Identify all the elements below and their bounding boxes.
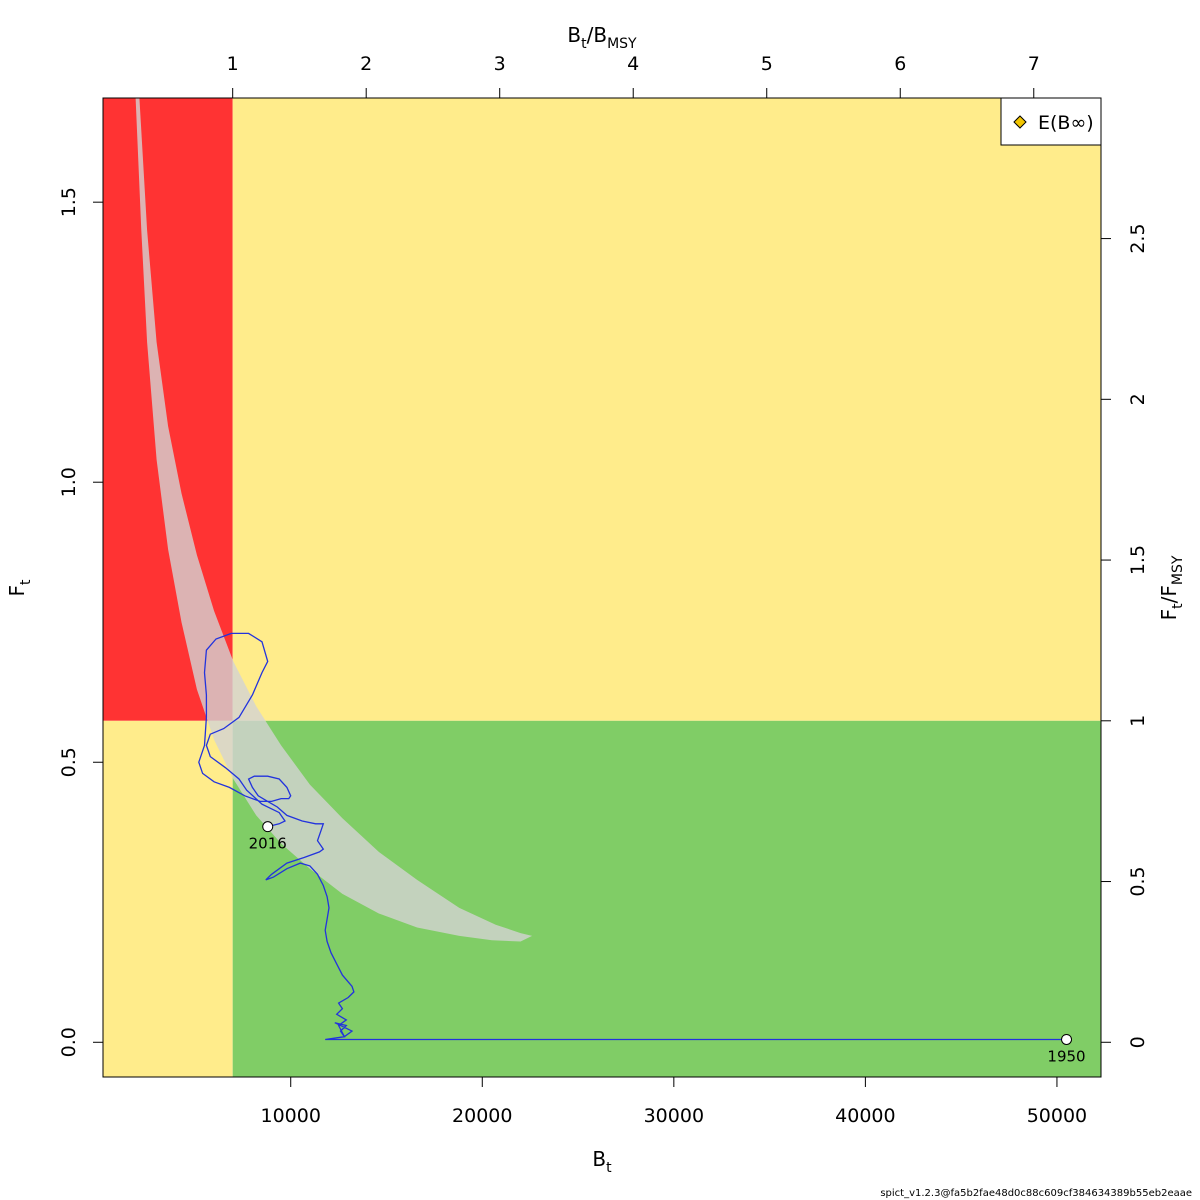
- x-tick-label: 10000: [260, 1105, 320, 1127]
- top-tick-label: 4: [627, 53, 639, 75]
- legend: E(B∞): [1000, 97, 1102, 146]
- right-axis-title: Ft/FMSY: [1157, 555, 1186, 620]
- y-axis-title: Ft: [5, 579, 34, 597]
- confidence-region: [135, 98, 533, 942]
- x-tick-label: 50000: [1027, 1105, 1087, 1127]
- top-tick-label: 1: [227, 53, 239, 75]
- version-footer: spict_v1.2.3@fa5b2fae48d0c88c609cf384634…: [880, 1188, 1192, 1199]
- plot-frame: [102, 97, 1102, 1078]
- right-tick-label: 1: [1127, 715, 1149, 727]
- y-tick-label: 1.0: [58, 467, 80, 497]
- top-tick-label: 5: [761, 53, 773, 75]
- year-label-2016: 2016: [249, 835, 287, 853]
- year-point-1950: [1061, 1033, 1073, 1045]
- top-tick-label: 7: [1028, 53, 1040, 75]
- legend-diamond-icon: [1013, 115, 1027, 129]
- x-tick-label: 20000: [452, 1105, 512, 1127]
- right-tick-label: 1.5: [1127, 545, 1149, 575]
- y-tick-label: 1.5: [58, 187, 80, 217]
- zone-yellow-bottom: [103, 720, 233, 1077]
- right-tick-label: 0.5: [1127, 866, 1149, 896]
- zone-yellow-top: [232, 98, 1101, 721]
- legend-entry-label: E(B∞): [1038, 112, 1094, 134]
- top-tick-label: 3: [494, 53, 506, 75]
- biomass-fishing-trajectory: [198, 632, 1067, 1041]
- y-tick-label: 0.0: [58, 1027, 80, 1057]
- x-tick-label: 40000: [835, 1105, 895, 1127]
- top-tick-label: 2: [360, 53, 372, 75]
- right-tick-label: 2.5: [1127, 223, 1149, 253]
- top-tick-label: 6: [894, 53, 906, 75]
- year-label-1950: 1950: [1047, 1047, 1085, 1065]
- right-tick-label: 0: [1127, 1036, 1149, 1048]
- right-tick-label: 2: [1127, 393, 1149, 405]
- year-point-2016: [262, 821, 274, 833]
- y-tick-label: 0.5: [58, 747, 80, 777]
- x-axis-title: Bt: [592, 1147, 612, 1176]
- x-tick-label: 30000: [644, 1105, 704, 1127]
- top-axis-title: Bt/BMSY: [567, 23, 637, 52]
